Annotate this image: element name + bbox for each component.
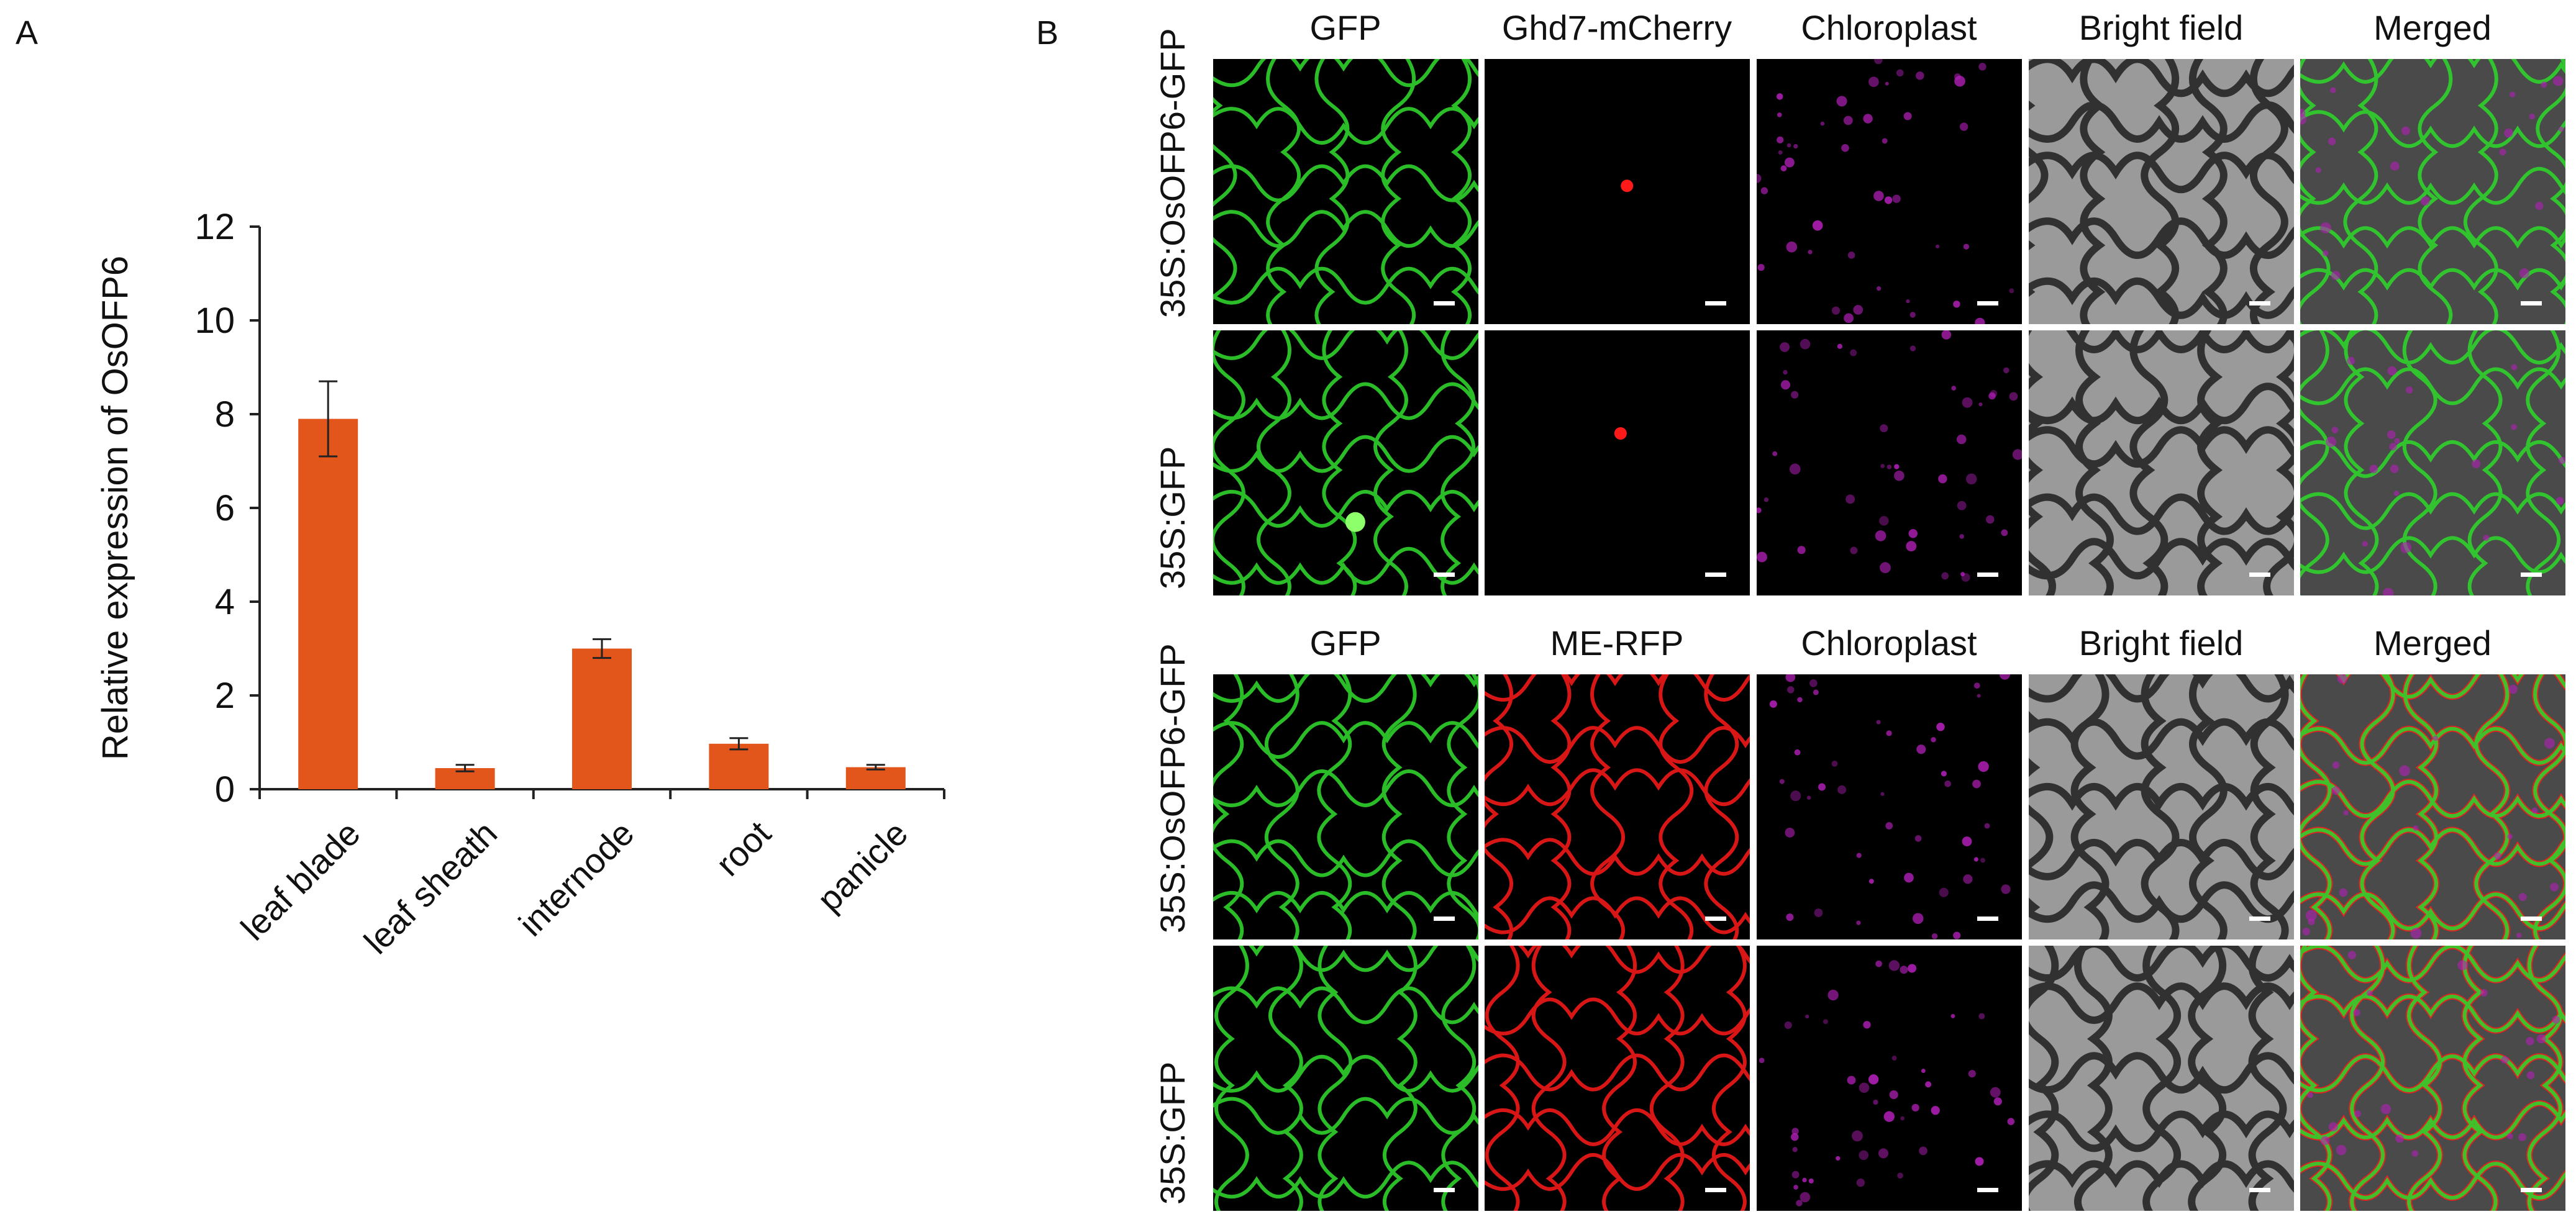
panel-b-label: B — [1036, 14, 1059, 52]
panel-a-label: A — [16, 14, 39, 52]
scale-bar — [1705, 573, 1726, 577]
micrograph-image — [1213, 946, 1478, 1211]
bar-root — [709, 743, 769, 789]
x-tick-label: leaf sheath — [357, 813, 504, 961]
scale-bar — [2249, 301, 2270, 306]
row-label: 35S:OsOFP6-GFP — [1153, 28, 1192, 318]
y-tick-label: 10 — [194, 301, 235, 341]
micrograph-image — [1757, 59, 2022, 324]
micrograph-image — [2300, 330, 2565, 595]
micrograph-image — [1485, 330, 1750, 595]
y-tick-label: 6 — [215, 488, 235, 528]
column-title: ME-RFP — [1550, 623, 1684, 663]
bar-internode — [572, 648, 632, 789]
scale-bar — [1977, 301, 1998, 306]
micrograph-image — [2029, 59, 2294, 324]
y-tick-label: 12 — [194, 207, 235, 247]
micrograph-image — [2300, 59, 2565, 324]
scale-bar — [1977, 1188, 1998, 1192]
y-tick-label: 2 — [215, 676, 235, 716]
scale-bar — [1705, 1188, 1726, 1192]
column-title: Chloroplast — [1801, 8, 1977, 47]
scale-bar — [1434, 1188, 1455, 1192]
micrograph-image — [2029, 330, 2294, 595]
scale-bar — [1434, 916, 1455, 921]
x-tick-label: leaf blade — [233, 813, 367, 948]
scale-bar — [1434, 573, 1455, 577]
micrograph-image — [2300, 946, 2565, 1211]
bar-panicle — [845, 767, 906, 789]
x-tick-label: root — [708, 813, 778, 884]
column-title: GFP — [1309, 623, 1381, 663]
scale-bar — [1977, 573, 1998, 577]
column-title: Bright field — [2078, 623, 2244, 663]
row-label: 35S:OsOFP6-GFP — [1153, 643, 1192, 933]
micrograph-image — [1213, 330, 1478, 595]
y-axis-label: Relative expression of OsOFP6 — [95, 256, 135, 760]
x-tick-label: panicle — [809, 813, 915, 919]
micrograph-image — [1213, 674, 1478, 939]
micrograph-image — [1757, 674, 2022, 939]
x-tick-label: internode — [511, 813, 642, 944]
column-title: Bright field — [2078, 8, 2244, 47]
row-label: 35S:GFP — [1153, 446, 1192, 589]
micrograph-image — [2029, 946, 2294, 1211]
y-tick-label: 4 — [215, 582, 235, 622]
scale-bar — [1705, 301, 1726, 306]
scale-bar — [2249, 1188, 2270, 1192]
micrograph-image — [1485, 674, 1750, 939]
micrograph-image — [1757, 330, 2022, 595]
micrograph-image — [1485, 946, 1750, 1211]
micrograph-image — [2300, 674, 2565, 939]
micrograph-image — [2029, 674, 2294, 939]
bar-leaf-blade — [298, 419, 358, 789]
micrograph-image — [1757, 946, 2022, 1211]
scale-bar — [2249, 916, 2270, 921]
micrograph-image — [1485, 59, 1750, 324]
scale-bar — [1434, 301, 1455, 306]
scale-bar — [2521, 301, 2542, 306]
column-title: Chloroplast — [1801, 623, 1977, 663]
scale-bar — [2521, 573, 2542, 577]
column-title: GFP — [1309, 8, 1381, 47]
column-title: Merged — [2373, 623, 2492, 663]
column-title: Merged — [2373, 8, 2492, 47]
column-title: Ghd7-mCherry — [1501, 8, 1732, 47]
row-label: 35S:GFP — [1153, 1061, 1192, 1205]
micrograph-image — [1213, 59, 1478, 324]
scale-bar — [2521, 1188, 2542, 1192]
scale-bar — [2249, 573, 2270, 577]
scale-bar — [1705, 916, 1726, 921]
scale-bar — [2521, 916, 2542, 921]
y-tick-label: 0 — [215, 769, 235, 810]
scale-bar — [1977, 916, 1998, 921]
y-tick-label: 8 — [215, 394, 235, 435]
